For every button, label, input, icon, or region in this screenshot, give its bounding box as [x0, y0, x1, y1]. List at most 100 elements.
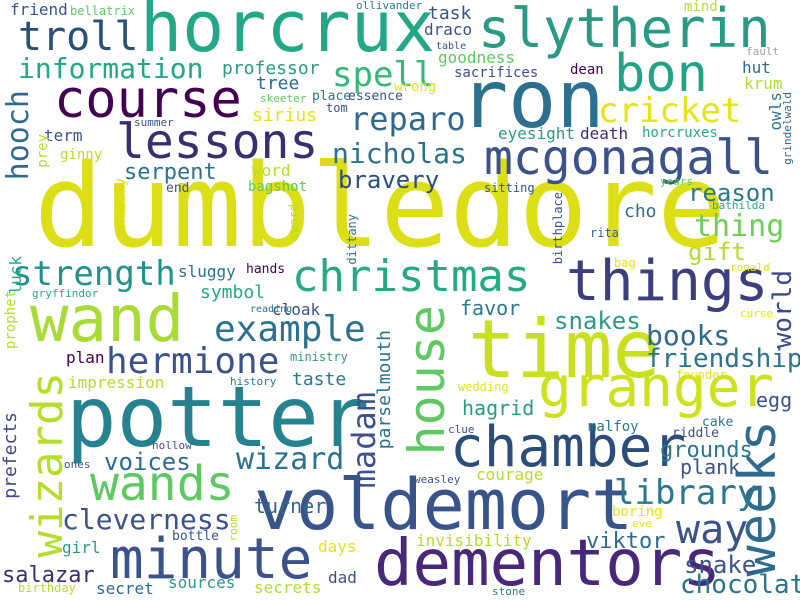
word-curse: curse: [740, 307, 774, 320]
word-ron: ron: [460, 53, 605, 146]
word-mcgonagall: mcgonagall: [484, 130, 773, 186]
word-sacrifices: sacrifices: [454, 65, 539, 81]
word-cake: cake: [702, 415, 734, 430]
word-nicholas: nicholas: [332, 137, 467, 170]
word-hollow: hollow: [152, 439, 192, 452]
word-wands: wands: [90, 456, 235, 512]
word-term: term: [44, 126, 83, 145]
word-fault: fault: [746, 45, 780, 58]
word-spell: spell: [332, 55, 435, 95]
word-secrets: secrets: [254, 578, 322, 597]
word-prefects: prefects: [0, 412, 21, 499]
word-summer: summer: [134, 116, 174, 129]
word-prey: prey: [35, 134, 51, 168]
word-dittany: dittany: [345, 214, 359, 265]
word-cho: cho: [624, 201, 657, 222]
word-cricket: cricket: [598, 91, 742, 131]
word-wedding: wedding: [458, 380, 509, 394]
word-chamber: chamber: [450, 415, 687, 480]
word-reparo: reparo: [350, 100, 466, 138]
word-voices: voices: [104, 448, 191, 476]
word-horcruxes: horcruxes: [642, 125, 718, 141]
word-draco: draco: [424, 20, 473, 39]
word-books: books: [646, 319, 731, 352]
word-ginny: ginny: [60, 147, 103, 163]
word-years: years: [660, 175, 694, 188]
word-prophet: prophet: [3, 290, 19, 350]
word-stone: stone: [492, 585, 526, 598]
word-course: course: [54, 70, 242, 130]
word-bellatrix: bellatrix: [70, 4, 136, 18]
word-egg: egg: [756, 388, 793, 412]
word-serpent: serpent: [124, 160, 217, 185]
word-sword: sword: [287, 204, 301, 241]
word-turner: turner: [254, 494, 327, 518]
word-wizard: wizard: [236, 442, 345, 477]
word-birthplace: birthplace: [551, 192, 565, 265]
word-hooch: hooch: [1, 90, 36, 181]
word-example: example: [214, 309, 366, 350]
word-riddle: riddle: [672, 426, 719, 441]
word-sirius: sirius: [252, 105, 318, 126]
word-dad: dad: [328, 568, 357, 587]
word-courage: courage: [476, 465, 544, 484]
word-ones: ones: [64, 458, 91, 471]
word-dumbledore: dumbledore: [34, 140, 727, 274]
word-bag: bag: [614, 256, 636, 270]
word-hermione: hermione: [106, 341, 280, 382]
word-snakes: snakes: [554, 307, 641, 335]
word-dean: dean: [570, 62, 604, 78]
word-reason: reason: [688, 179, 775, 207]
word-world: world: [768, 270, 798, 349]
word-time: time: [468, 303, 661, 396]
word-cleverness: cleverness: [62, 503, 231, 536]
word-grindelwald: grindelwald: [781, 92, 794, 165]
word-potter: potter: [66, 368, 370, 466]
word-place: place: [312, 89, 352, 104]
word-sources: sources: [168, 573, 236, 592]
word-luck: luck: [6, 256, 25, 295]
word-viktor: viktor: [586, 529, 666, 554]
word-plan: plan: [66, 348, 105, 367]
word-weasley: weasley: [414, 473, 461, 486]
word-grounds: grounds: [660, 438, 753, 463]
word-hands: hands: [246, 262, 286, 277]
word-table: table: [436, 41, 467, 52]
word-library: library: [614, 473, 758, 513]
word-dementors: dementors: [374, 527, 721, 600]
word-plank: plank: [680, 455, 741, 479]
word-bagshot: bagshot: [248, 179, 308, 195]
word-eve: eve: [632, 517, 652, 530]
word-professor: professor: [222, 58, 320, 79]
word-wand: wand: [30, 283, 185, 357]
word-room: room: [227, 515, 240, 542]
word-symbol: symbol: [200, 282, 266, 303]
word-tom: tom: [326, 101, 348, 115]
word-strength: strength: [12, 254, 176, 294]
word-history: history: [230, 375, 277, 388]
word-ministry: ministry: [290, 350, 348, 364]
word-bathilda: bathilda: [712, 199, 765, 212]
word-thing: thing: [694, 209, 785, 244]
word-rita: rita: [590, 226, 619, 240]
word-house: house: [398, 305, 456, 456]
word-ronald: ronald: [730, 261, 770, 274]
word-clue: clue: [448, 423, 475, 436]
word-krum: krum: [744, 74, 783, 93]
word-reading: reading: [250, 304, 293, 315]
word-minute: minute: [110, 527, 313, 592]
word-snake: snake: [684, 551, 757, 579]
word-task: task: [428, 3, 472, 24]
word-birthday: birthday: [18, 581, 76, 595]
word-malfoy: malfoy: [588, 419, 639, 435]
word-gryffindor: gryffindor: [32, 287, 99, 300]
word-friendship: friendship: [646, 344, 800, 374]
word-gift: gift: [688, 238, 746, 266]
word-cloak: cloak: [272, 300, 321, 319]
word-taste: taste: [292, 369, 347, 390]
word-hut: hut: [742, 58, 771, 77]
word-bravery: bravery: [338, 166, 440, 194]
word-death: death: [580, 124, 629, 143]
word-invisibility: invisibility: [416, 531, 532, 550]
